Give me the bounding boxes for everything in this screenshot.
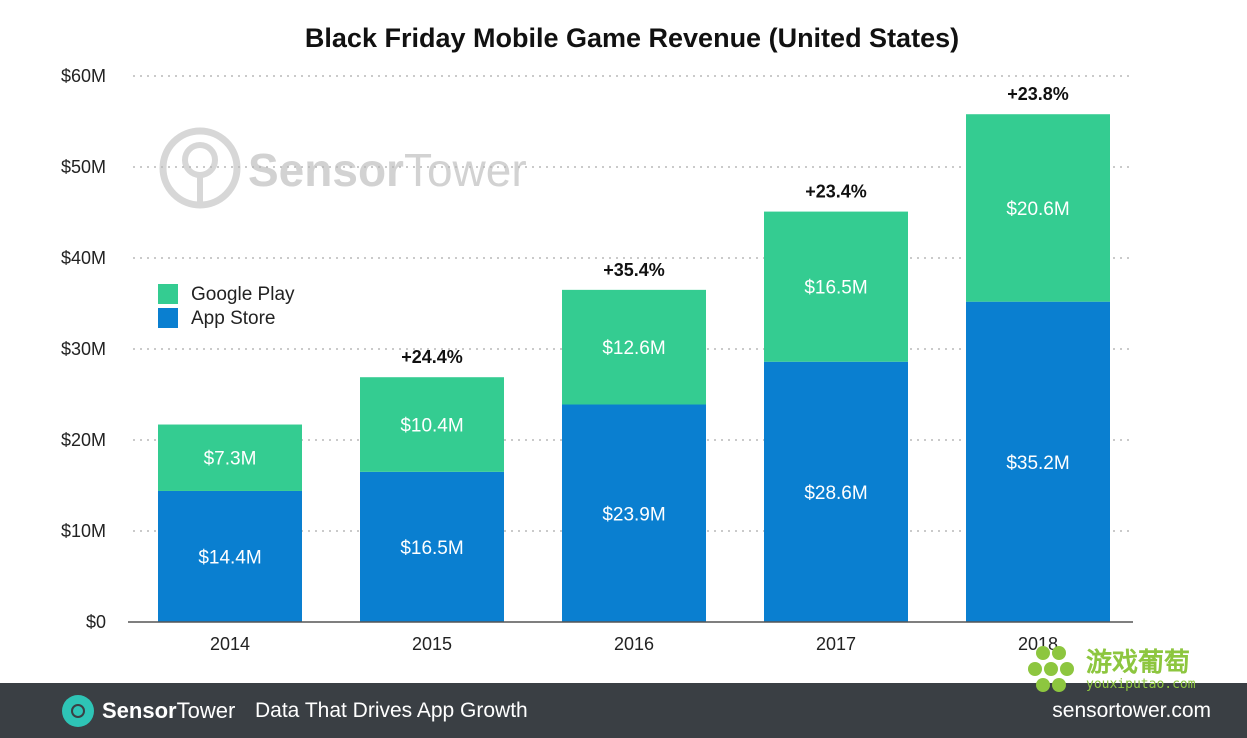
data-label-app-store-2017: $28.6M — [804, 483, 867, 504]
footer-tagline: Data That Drives App Growth — [255, 699, 528, 722]
footer-bar: SensorTower Data That Drives App Growth … — [0, 683, 1247, 738]
growth-label-2017: +23.4% — [805, 182, 867, 202]
legend-swatch-google-play — [158, 284, 178, 304]
growth-label-2015: +24.4% — [401, 347, 463, 367]
bars: $14.4M $7.3M $16.5M $10.4M +24.4% $23.9M $12.6… — [158, 84, 1110, 622]
x-tick-label: 2014 — [210, 634, 250, 654]
data-label-google-play-2014: $7.3M — [204, 449, 257, 470]
sensortower-watermark: SensorTower — [159, 127, 527, 209]
y-tick-label: $40M — [61, 248, 106, 268]
data-label-app-store-2015: $16.5M — [400, 538, 463, 559]
data-label-google-play-2015: $10.4M — [400, 416, 463, 437]
youxiputao-watermark: 游戏葡萄 youxiputao.com — [1028, 644, 1196, 696]
youxiputao-text: 游戏葡萄 youxiputao.com — [1086, 649, 1196, 692]
bar-google-play-2018 — [966, 114, 1110, 302]
y-tick-label: $50M — [61, 157, 106, 177]
sensortower-logo-icon — [62, 695, 94, 727]
youxiputao-cn: 游戏葡萄 — [1086, 647, 1191, 678]
bar-chart: SensorTower Black Friday Mobile Game Rev… — [61, 23, 1133, 654]
bar-google-play-2015 — [360, 377, 504, 472]
y-tick-label: $30M — [61, 339, 106, 359]
bar-google-play-2016 — [562, 289, 706, 405]
footer-brand[interactable]: SensorTower — [62, 695, 235, 727]
youxiputao-en: youxiputao.com — [1086, 676, 1196, 692]
bar-app-store-2015 — [360, 471, 504, 622]
footer-brand-text: SensorTower — [102, 698, 236, 723]
legend: Google Play App Store — [158, 284, 295, 329]
bar-app-store-2017 — [764, 361, 908, 622]
footer-url[interactable]: sensortower.com — [1052, 699, 1211, 722]
data-label-google-play-2016: $12.6M — [602, 338, 665, 359]
bar-app-store-2018 — [966, 301, 1110, 622]
legend-label-app-store: App Store — [191, 308, 276, 329]
y-tick-label: $20M — [61, 430, 106, 450]
data-label-app-store-2018: $35.2M — [1006, 453, 1069, 474]
data-label-google-play-2017: $16.5M — [804, 278, 867, 299]
y-axis-ticks: $0 $10M $20M $30M $40M $50M $60M — [61, 66, 106, 632]
chart-title: Black Friday Mobile Game Revenue (United… — [305, 23, 959, 53]
y-tick-label: $10M — [61, 521, 106, 541]
data-label-google-play-2018: $20.6M — [1006, 199, 1069, 220]
bar-google-play-2017 — [764, 211, 908, 362]
x-tick-label: 2016 — [614, 634, 654, 654]
x-tick-label: 2017 — [816, 634, 856, 654]
x-axis-ticks: 2014 2015 2016 2017 2018 — [210, 634, 1058, 654]
bar-google-play-2014 — [158, 424, 302, 491]
data-label-app-store-2016: $23.9M — [602, 504, 665, 525]
y-tick-label: $0 — [86, 612, 106, 632]
grape-logo-icon — [1028, 644, 1080, 696]
legend-label-google-play: Google Play — [191, 284, 295, 305]
data-label-app-store-2014: $14.4M — [198, 547, 261, 568]
y-tick-label: $60M — [61, 66, 106, 86]
x-tick-label: 2015 — [412, 634, 452, 654]
growth-label-2018: +23.8% — [1007, 84, 1069, 104]
growth-label-2016: +35.4% — [603, 260, 665, 280]
bar-app-store-2016 — [562, 404, 706, 622]
watermark-logo-inner-icon — [182, 142, 218, 178]
legend-swatch-app-store — [158, 308, 178, 328]
bar-app-store-2014 — [158, 490, 302, 622]
watermark-text: SensorTower — [248, 144, 527, 196]
